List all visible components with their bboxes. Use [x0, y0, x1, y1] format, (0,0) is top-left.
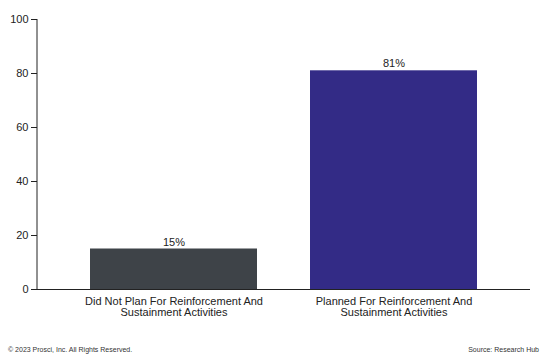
- svg-text:60: 60: [16, 121, 28, 133]
- svg-text:81%: 81%: [383, 57, 405, 69]
- html-text:Source: Research Hub: Source: Research Hub: [468, 346, 539, 353]
- svg-text:40: 40: [16, 175, 28, 187]
- svg-text:Planned For Reinforcement AndS: Planned For Reinforcement AndSustainment…: [316, 295, 473, 318]
- svg-text:Did Not Plan For Reinforcement: Did Not Plan For Reinforcement AndSustai…: [85, 295, 263, 318]
- html-text:© 2023 Prosci, Inc. All Rights: © 2023 Prosci, Inc. All Rights Reserved.: [8, 346, 133, 353]
- svg-text:20: 20: [16, 229, 28, 241]
- svg-text:100: 100: [10, 13, 28, 25]
- svg-text:0: 0: [22, 283, 28, 295]
- svg-text:15%: 15%: [163, 236, 185, 248]
- svg-text:80: 80: [16, 67, 28, 79]
